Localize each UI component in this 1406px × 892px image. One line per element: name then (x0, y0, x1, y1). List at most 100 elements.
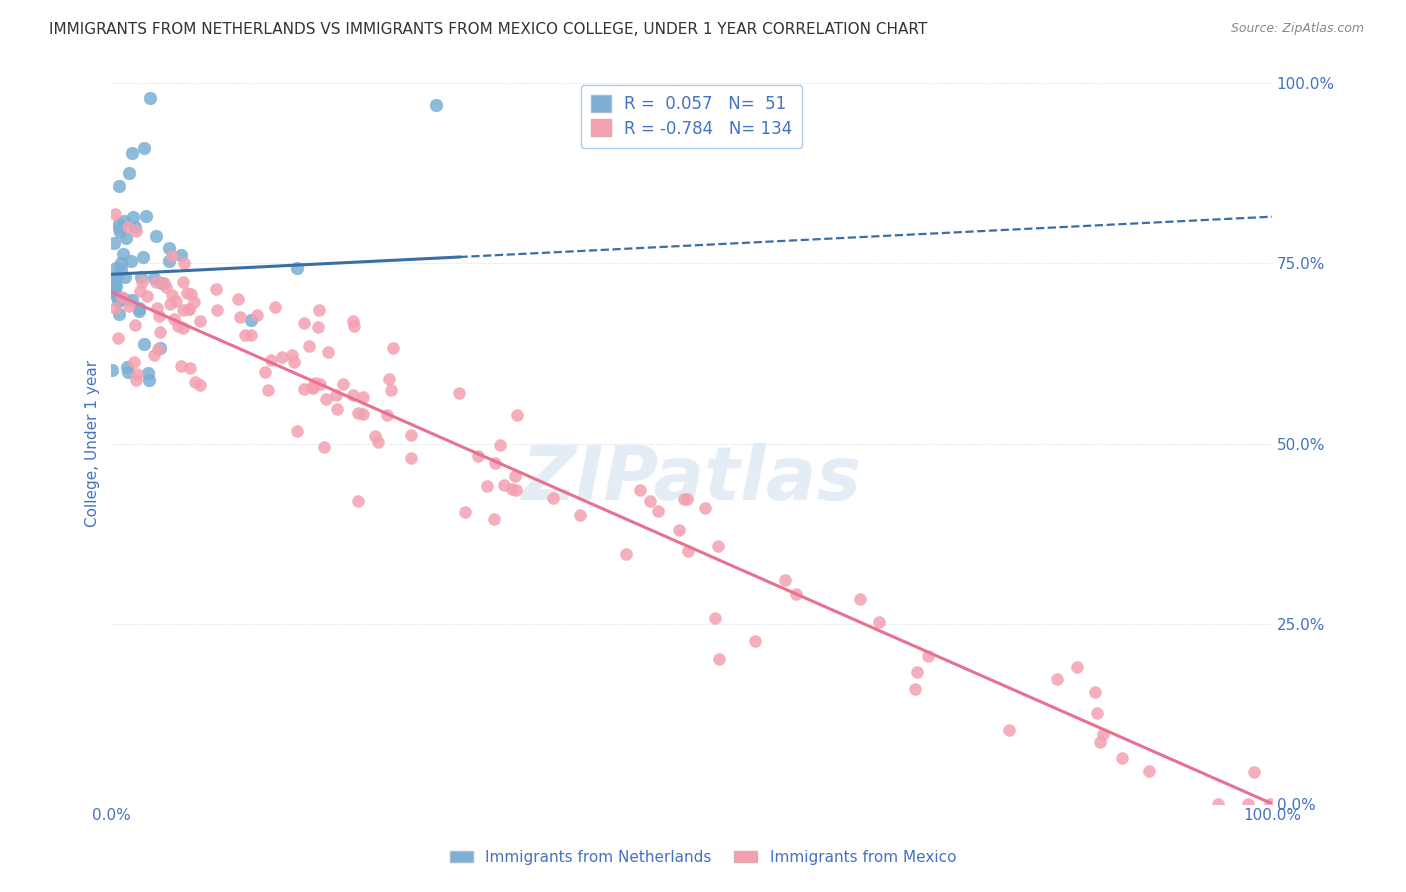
Point (326, 402, 349, 417)
Point (107, 331, 129, 345)
Point (343, 319, 366, 334)
Point (188, 378, 211, 392)
Point (285, 261, 308, 276)
Point (121, 293, 143, 308)
Point (179, 360, 201, 375)
Point (118, 299, 141, 313)
Point (149, 341, 172, 355)
Point (425, 98, 447, 112)
Point (381, 342, 404, 356)
Point (264, 300, 287, 314)
Point (132, 141, 155, 155)
Point (628, 483, 651, 497)
Point (501, 482, 523, 496)
Point (107, 293, 129, 308)
Point (704, 611, 727, 625)
Point (170, 359, 193, 374)
Point (108, 178, 131, 193)
Point (917, 648, 939, 663)
Point (226, 292, 249, 306)
Point (117, 360, 139, 375)
Point (307, 320, 329, 334)
Point (117, 220, 139, 235)
Point (108, 307, 131, 321)
Point (104, 261, 127, 276)
Point (292, 382, 315, 396)
Point (139, 91, 162, 105)
Point (172, 275, 194, 289)
Point (128, 301, 150, 315)
Point (447, 386, 470, 401)
Point (103, 273, 125, 287)
Point (146, 343, 169, 357)
Point (744, 634, 766, 648)
Point (167, 319, 190, 334)
Point (1111, 751, 1133, 765)
Point (283, 355, 305, 369)
Point (104, 278, 127, 293)
Point (904, 682, 927, 697)
Point (302, 381, 325, 395)
Point (165, 293, 187, 308)
Point (124, 219, 146, 234)
Point (375, 408, 398, 422)
Point (235, 327, 257, 342)
Point (695, 500, 717, 515)
Point (309, 376, 332, 391)
Point (312, 440, 335, 454)
Point (489, 438, 512, 452)
Point (285, 424, 308, 438)
Point (188, 314, 211, 328)
Point (229, 310, 252, 325)
Point (484, 512, 506, 526)
Point (159, 254, 181, 268)
Point (503, 469, 526, 483)
Point (707, 652, 730, 666)
Point (1066, 660, 1088, 674)
Point (676, 544, 699, 558)
Point (129, 269, 152, 284)
Point (135, 289, 157, 303)
Point (477, 479, 499, 493)
Point (1243, 765, 1265, 780)
Legend: R =  0.057   N=  51, R = -0.784   N= 134: R = 0.057 N= 51, R = -0.784 N= 134 (581, 85, 803, 147)
Point (253, 364, 276, 378)
Point (136, 366, 159, 380)
Point (325, 388, 347, 402)
Point (107, 291, 129, 305)
Point (364, 429, 387, 443)
Text: ZIPatlas: ZIPatlas (522, 443, 862, 516)
Point (775, 573, 797, 587)
Point (100, 285, 122, 300)
Point (614, 547, 637, 561)
Point (315, 392, 337, 407)
Point (304, 376, 326, 390)
Point (1046, 672, 1069, 686)
Point (240, 328, 263, 343)
Point (105, 269, 128, 284)
Point (131, 275, 153, 289)
Point (108, 220, 131, 235)
Point (467, 449, 489, 463)
Point (104, 207, 127, 221)
Point (105, 278, 128, 293)
Point (332, 376, 354, 391)
Point (143, 348, 166, 362)
Point (122, 355, 145, 369)
Point (143, 271, 166, 285)
Point (150, 276, 173, 290)
Point (184, 375, 207, 389)
Point (492, 477, 515, 491)
Point (378, 372, 401, 386)
Point (169, 248, 191, 262)
Point (135, 209, 157, 223)
Point (301, 380, 323, 394)
Point (110, 256, 132, 270)
Point (173, 256, 195, 270)
Point (114, 230, 136, 244)
Point (1137, 764, 1160, 778)
Point (905, 665, 928, 680)
Point (125, 224, 148, 238)
Point (568, 508, 591, 522)
Point (205, 303, 228, 318)
